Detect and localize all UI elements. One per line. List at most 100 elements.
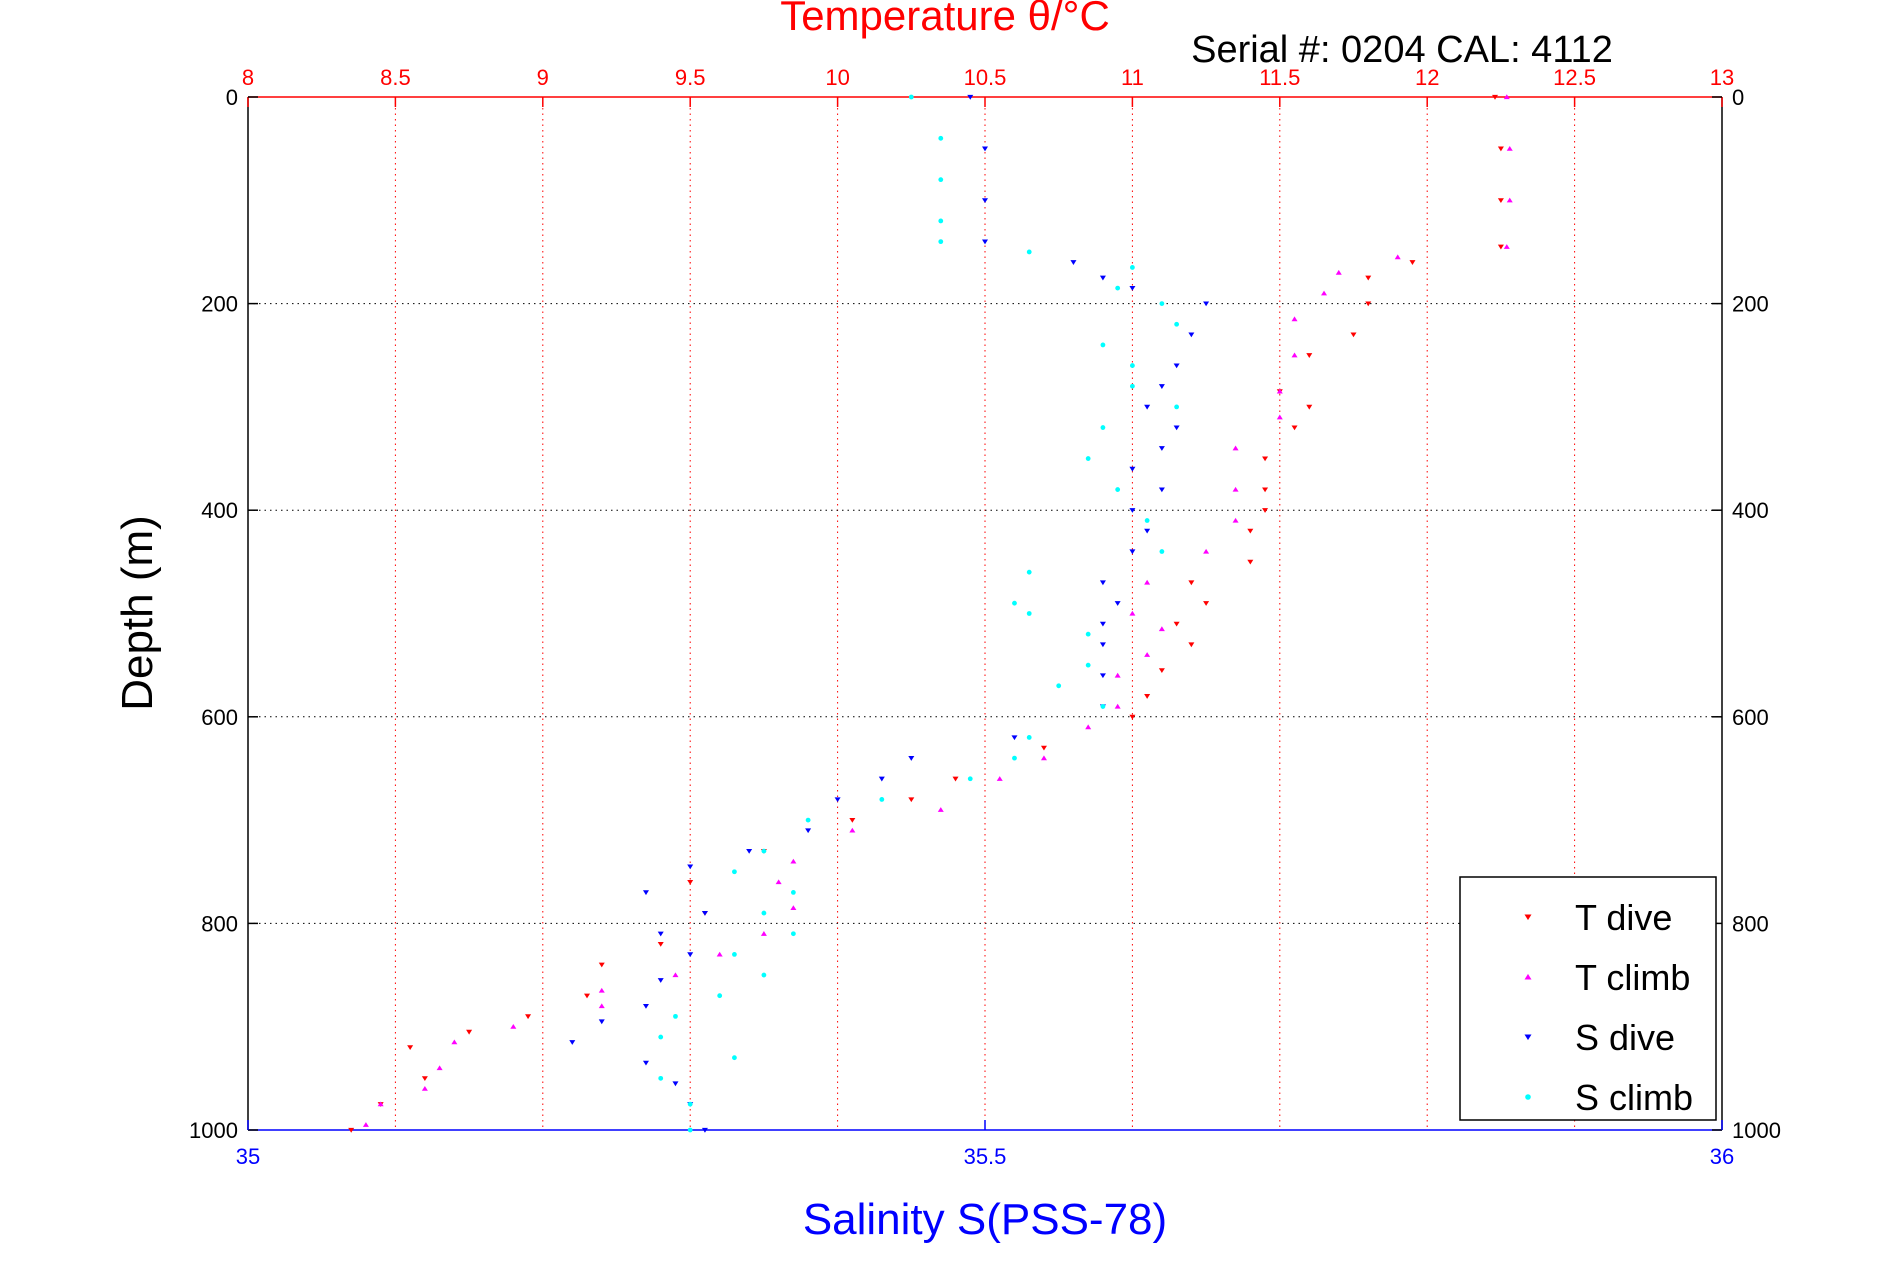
tick-label-depth-left: 200 xyxy=(201,292,238,317)
data-point-t-climb xyxy=(1335,269,1342,275)
data-point-t-dive xyxy=(952,776,959,782)
data-point-t-climb xyxy=(598,987,605,993)
data-point-s-dive xyxy=(1158,487,1165,493)
tick-label-temperature: 10.5 xyxy=(964,65,1007,90)
data-point-t-dive xyxy=(1497,244,1504,250)
data-point-t-dive xyxy=(1497,146,1504,152)
data-point-s-dive xyxy=(908,756,915,761)
data-point-s-dive xyxy=(834,797,841,803)
data-point-t-dive xyxy=(849,818,856,823)
data-point-s-climb xyxy=(1085,631,1091,637)
data-point-t-climb xyxy=(1144,579,1151,585)
data-point-s-dive xyxy=(1173,363,1180,369)
series-s-climb xyxy=(658,94,1180,1133)
data-point-s-dive xyxy=(1129,286,1136,291)
data-point-t-dive xyxy=(1144,694,1151,699)
data-point-t-dive xyxy=(1306,353,1313,358)
data-point-t-climb xyxy=(1232,445,1239,451)
tick-label-depth-left: 1000 xyxy=(189,1118,238,1143)
data-point-t-dive xyxy=(1173,621,1180,627)
data-point-s-climb xyxy=(1115,285,1121,291)
data-point-s-climb xyxy=(1012,600,1017,606)
data-point-t-climb xyxy=(1114,672,1121,678)
data-point-t-climb xyxy=(996,776,1003,781)
data-point-s-climb xyxy=(1100,342,1106,348)
data-point-t-climb xyxy=(510,1024,517,1029)
tick-label-temperature: 12.5 xyxy=(1553,65,1596,90)
data-point-s-climb xyxy=(761,972,767,978)
series-t-dive xyxy=(348,94,1504,1133)
data-point-t-climb xyxy=(1506,145,1513,151)
data-point-s-climb xyxy=(1174,321,1180,327)
data-point-s-dive xyxy=(1114,601,1121,606)
data-point-s-dive xyxy=(1129,508,1136,513)
data-point-t-climb xyxy=(362,1122,369,1127)
data-point-t-climb xyxy=(790,858,797,864)
data-point-s-climb xyxy=(1115,487,1121,492)
data-point-s-dive xyxy=(1070,260,1077,265)
data-point-s-dive xyxy=(1158,446,1165,451)
legend: T dive T climb S dive S climb xyxy=(1459,876,1717,1121)
data-point-t-dive xyxy=(1203,601,1210,606)
data-point-s-dive xyxy=(982,146,988,152)
data-point-s-dive xyxy=(1144,528,1151,534)
data-point-s-climb xyxy=(1012,755,1017,761)
data-point-s-dive xyxy=(687,952,694,958)
data-point-s-climb xyxy=(1026,249,1032,255)
tick-label-depth-right: 1000 xyxy=(1732,1118,1781,1143)
data-point-t-climb xyxy=(849,827,856,833)
data-point-t-climb xyxy=(716,951,723,957)
data-point-s-dive xyxy=(569,1040,576,1045)
data-point-s-climb xyxy=(687,1101,693,1107)
data-point-s-dive xyxy=(1011,735,1018,741)
series-s-dive xyxy=(569,94,1210,1133)
series-t-climb xyxy=(362,94,1513,1127)
data-point-s-dive xyxy=(1129,549,1136,555)
tick-label-depth-right: 800 xyxy=(1732,911,1769,936)
data-point-t-climb xyxy=(1129,610,1136,616)
data-point-t-climb xyxy=(1040,755,1047,761)
data-point-t-dive xyxy=(584,993,591,999)
data-point-t-climb xyxy=(760,931,767,936)
tick-label-salinity: 35 xyxy=(236,1144,260,1169)
data-point-s-dive xyxy=(1144,404,1151,410)
data-point-t-dive xyxy=(1247,559,1254,565)
data-point-t-climb xyxy=(1158,626,1165,632)
data-point-t-climb xyxy=(1232,486,1239,492)
legend-label-t-dive: T dive xyxy=(1575,897,1672,938)
tick-label-temperature: 12 xyxy=(1415,65,1439,90)
legend-marker-t-dive xyxy=(1524,914,1532,921)
data-point-s-climb xyxy=(938,218,944,224)
data-point-t-dive xyxy=(1129,714,1136,720)
tick-label-temperature: 8.5 xyxy=(380,65,411,90)
data-point-t-climb xyxy=(436,1065,443,1071)
data-point-t-dive xyxy=(1365,301,1372,307)
data-point-t-climb xyxy=(1394,254,1401,260)
data-point-t-dive xyxy=(1188,580,1195,586)
data-point-t-dive xyxy=(466,1029,473,1035)
data-point-t-dive xyxy=(1040,745,1047,751)
legend-marker-t-climb xyxy=(1524,973,1532,980)
data-point-s-dive xyxy=(1173,425,1180,431)
data-point-s-climb xyxy=(938,135,944,141)
data-point-s-dive xyxy=(1188,332,1195,338)
tick-label-depth-left: 400 xyxy=(201,498,238,523)
data-point-s-climb xyxy=(1026,611,1032,616)
legend-label-s-dive: S dive xyxy=(1575,1017,1675,1058)
data-point-t-dive xyxy=(598,962,605,968)
data-point-t-dive xyxy=(421,1076,428,1082)
tick-label-depth-left: 800 xyxy=(201,911,238,936)
data-point-s-dive xyxy=(982,239,988,245)
data-point-s-climb xyxy=(938,177,944,183)
data-point-s-climb xyxy=(673,1013,678,1019)
data-point-t-dive xyxy=(1497,198,1504,203)
tick-label-temperature: 11 xyxy=(1121,65,1144,90)
chart-title: Temperature θ/°C xyxy=(780,0,1110,39)
data-point-t-dive xyxy=(1350,332,1357,338)
data-point-s-dive xyxy=(1099,275,1106,281)
data-point-s-dive xyxy=(657,978,664,983)
data-point-s-climb xyxy=(1100,704,1106,709)
data-point-s-climb xyxy=(732,1055,737,1061)
data-point-t-dive xyxy=(687,879,694,885)
